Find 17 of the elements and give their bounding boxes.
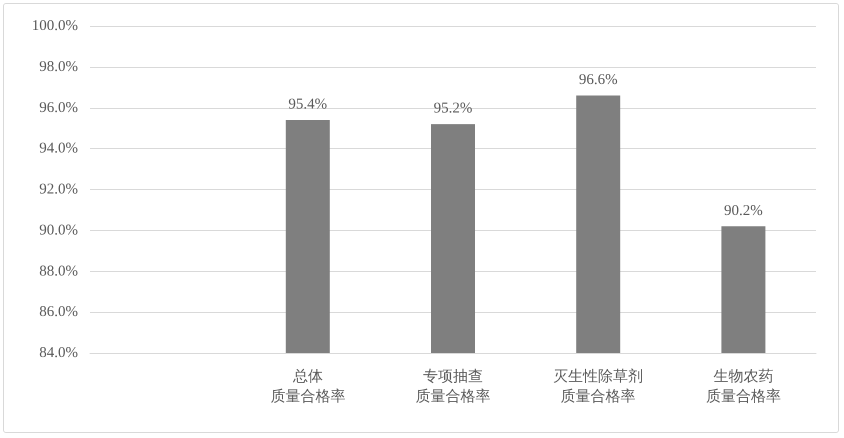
y-tick-label: 92.0% <box>39 182 78 198</box>
x-tick-label: 专项抽查质量合格率 <box>416 368 490 405</box>
x-tick-label: 生物农药质量合格率 <box>706 368 781 405</box>
y-tick-label: 86.0% <box>39 304 78 320</box>
y-tick-label: 94.0% <box>39 140 78 157</box>
y-tick-label: 98.0% <box>39 58 78 75</box>
x-tick-label: 灭生性除草剂质量合格率 <box>553 368 644 405</box>
data-label: 90.2% <box>724 202 763 219</box>
x-tick-label: 总体质量合格率 <box>270 368 346 405</box>
y-tick-label: 90.0% <box>39 222 78 238</box>
data-label: 95.4% <box>288 96 328 113</box>
y-tick-label: 100.0% <box>32 18 78 34</box>
y-tick-label: 84.0% <box>39 345 78 361</box>
data-label: 95.2% <box>434 100 472 117</box>
data-label: 96.6% <box>578 72 618 88</box>
y-tick-label: 96.0% <box>39 100 78 116</box>
y-tick-label: 88.0% <box>39 263 78 280</box>
